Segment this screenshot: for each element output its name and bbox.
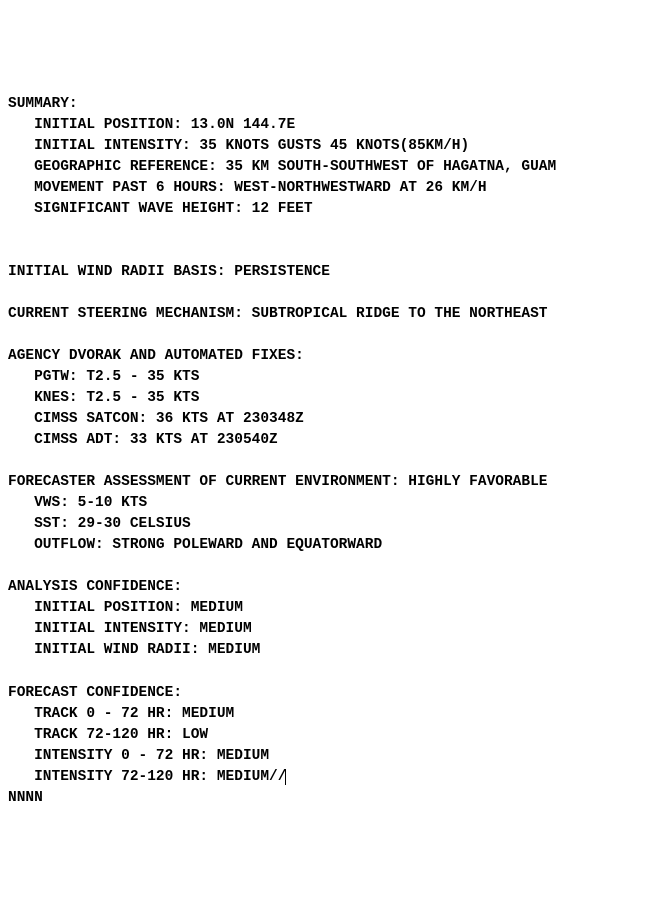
- summary-wave-height: SIGNIFICANT WAVE HEIGHT: 12 FEET: [8, 201, 313, 217]
- summary-heading: SUMMARY:: [8, 96, 78, 112]
- forecast-confidence-intensity-72-120: INTENSITY 72-120 HR: MEDIUM//: [8, 769, 286, 785]
- environment-heading: FORECASTER ASSESSMENT OF CURRENT ENVIRON…: [8, 474, 548, 490]
- environment-vws: VWS: 5-10 KTS: [8, 495, 147, 511]
- text-cursor: [285, 769, 286, 785]
- dvorak-knes: KNES: T2.5 - 35 KTS: [8, 390, 199, 406]
- forecast-confidence-track-72-120: TRACK 72-120 HR: LOW: [8, 727, 208, 743]
- summary-initial-position: INITIAL POSITION: 13.0N 144.7E: [8, 117, 295, 133]
- dvorak-heading: AGENCY DVORAK AND AUTOMATED FIXES:: [8, 348, 304, 364]
- summary-movement: MOVEMENT PAST 6 HOURS: WEST-NORTHWESTWAR…: [8, 180, 487, 196]
- dvorak-pgtw: PGTW: T2.5 - 35 KTS: [8, 369, 199, 385]
- analysis-confidence-radii: INITIAL WIND RADII: MEDIUM: [8, 642, 260, 658]
- end-marker: NNNN: [8, 790, 43, 806]
- summary-geographic-reference: GEOGRAPHIC REFERENCE: 35 KM SOUTH-SOUTHW…: [8, 159, 556, 175]
- steering-mechanism: CURRENT STEERING MECHANISM: SUBTROPICAL …: [8, 306, 548, 322]
- dvorak-adt: CIMSS ADT: 33 KTS AT 230540Z: [8, 432, 278, 448]
- forecast-confidence-track-0-72: TRACK 0 - 72 HR: MEDIUM: [8, 706, 234, 722]
- summary-initial-intensity: INITIAL INTENSITY: 35 KNOTS GUSTS 45 KNO…: [8, 138, 469, 154]
- environment-outflow: OUTFLOW: STRONG POLEWARD AND EQUATORWARD: [8, 537, 382, 553]
- analysis-confidence-heading: ANALYSIS CONFIDENCE:: [8, 579, 182, 595]
- forecast-confidence-heading: FORECAST CONFIDENCE:: [8, 685, 182, 701]
- analysis-confidence-position: INITIAL POSITION: MEDIUM: [8, 600, 243, 616]
- environment-sst: SST: 29-30 CELSIUS: [8, 516, 191, 532]
- analysis-confidence-intensity: INITIAL INTENSITY: MEDIUM: [8, 621, 252, 637]
- dvorak-satcon: CIMSS SATCON: 36 KTS AT 230348Z: [8, 411, 304, 427]
- wind-radii-basis: INITIAL WIND RADII BASIS: PERSISTENCE: [8, 264, 330, 280]
